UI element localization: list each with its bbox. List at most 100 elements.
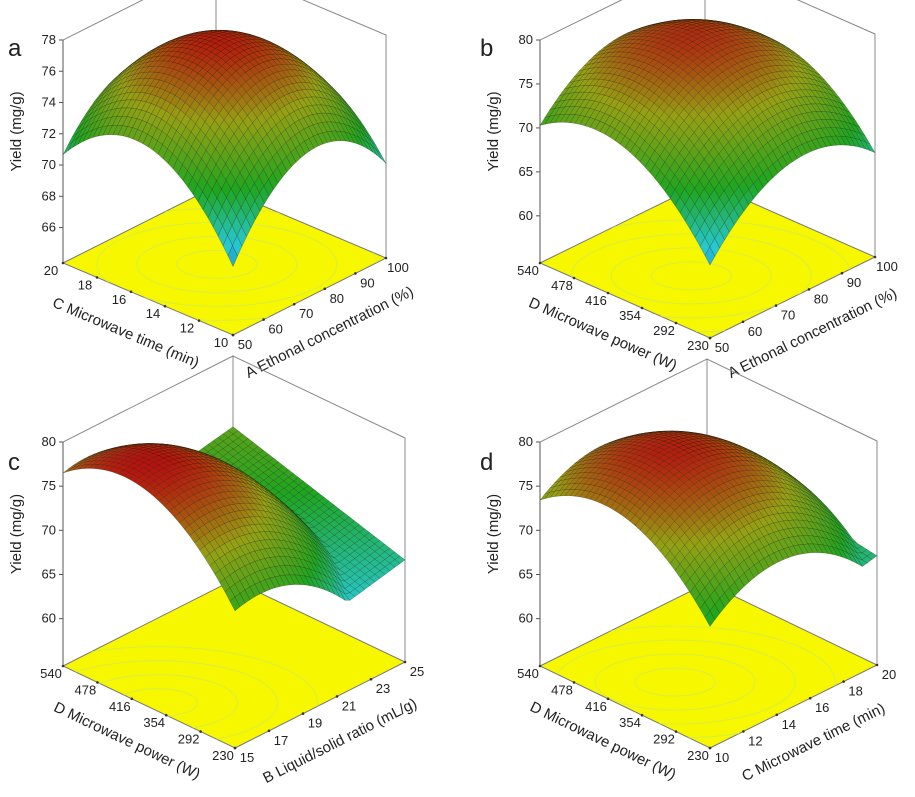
floor-contour xyxy=(63,646,318,748)
left-tick-mark xyxy=(96,681,99,684)
panel-c: 60 65 70 75 80 Yield (mg/g) 540 478 416 354 292 230… xyxy=(8,355,424,787)
panel-label: c xyxy=(8,449,20,476)
right-tick-mark xyxy=(231,333,235,337)
right-tick-mark xyxy=(774,304,778,307)
left-tick-mark xyxy=(538,664,542,668)
right-tick-label: 90 xyxy=(360,275,374,290)
right-tick-mark xyxy=(807,288,811,291)
right-tick-label: 12 xyxy=(748,733,762,748)
left-tick-mark xyxy=(61,664,65,668)
right-tick-mark xyxy=(808,696,812,700)
left-tick-mark xyxy=(130,697,134,701)
right-tick-mark xyxy=(354,272,357,275)
right-tick-label: 20 xyxy=(882,667,896,682)
right-tick-label: 70 xyxy=(299,306,313,321)
z-tick-label: 76 xyxy=(42,63,56,78)
z-tick-label: 72 xyxy=(42,126,56,141)
z-tick-label: 66 xyxy=(42,220,56,235)
z-tick-label: 80 xyxy=(42,434,56,449)
left-tick-mark xyxy=(129,290,133,294)
right-tick-mark xyxy=(708,336,712,340)
left-tick-label: 292 xyxy=(653,732,675,747)
surface-mesh xyxy=(539,430,878,627)
left-tick-label: 540 xyxy=(517,666,539,681)
left-tick-label: 292 xyxy=(178,732,200,747)
floor-contour xyxy=(176,249,258,279)
right-tick-mark xyxy=(301,712,305,715)
right-tick-mark xyxy=(384,256,388,260)
z-tick-label: 75 xyxy=(519,478,533,493)
left-tick-label: 478 xyxy=(551,278,573,293)
z-tick-label: 68 xyxy=(42,188,56,203)
left-tick-label: 416 xyxy=(585,293,607,308)
right-tick-mark xyxy=(403,660,407,664)
right-tick-mark xyxy=(323,287,327,291)
right-tick-mark xyxy=(708,746,712,750)
left-tick-label: 478 xyxy=(551,682,573,697)
floor-contour xyxy=(610,247,772,305)
z-axis-label: Yield (mg/g) xyxy=(485,91,502,171)
left-tick-label: 354 xyxy=(619,308,641,323)
right-tick-mark xyxy=(775,713,779,717)
z-tick-label: 80 xyxy=(519,434,533,449)
left-tick-mark xyxy=(606,291,610,295)
right-tick-label: 16 xyxy=(815,700,829,715)
left-tick-mark xyxy=(640,306,644,310)
z-tick-label: 60 xyxy=(519,208,533,223)
floor-contour xyxy=(634,667,716,697)
right-tick-label: 50 xyxy=(238,337,252,352)
z-tick-label: 78 xyxy=(42,32,56,47)
right-tick-label: 23 xyxy=(376,681,390,696)
right-tick-label: 18 xyxy=(848,684,862,699)
z-tick-label: 75 xyxy=(519,76,533,91)
z-tick-label: 75 xyxy=(42,478,56,493)
right-tick-mark xyxy=(369,677,373,681)
left-tick-label: 12 xyxy=(180,321,194,336)
right-tick-label: 80 xyxy=(814,291,828,306)
right-tick-label: 25 xyxy=(410,664,424,679)
right-tick-mark xyxy=(335,695,339,698)
right-tick-label: 60 xyxy=(748,324,762,339)
left-tick-label: 354 xyxy=(619,715,641,730)
right-tick-mark xyxy=(741,320,745,324)
right-tick-label: 19 xyxy=(308,716,322,731)
panel-d: 60 65 70 75 80 Yield (mg/g) 540 478 416 354 292 230… xyxy=(480,358,896,785)
z-axis-label: Yield (mg/g) xyxy=(8,91,25,171)
right-tick-mark xyxy=(233,746,237,750)
z-tick-label: 70 xyxy=(519,120,533,135)
right-tick-label: 100 xyxy=(876,259,898,274)
floor-contour xyxy=(650,261,732,291)
right-tick-label: 14 xyxy=(782,717,796,732)
left-tick-label: 230 xyxy=(212,748,234,763)
right-tick-label: 60 xyxy=(268,322,282,337)
right-tick-label: 100 xyxy=(387,260,409,275)
right-tick-mark xyxy=(840,271,844,275)
left-tick-mark xyxy=(674,730,678,733)
left-tick-mark xyxy=(640,713,644,717)
floor-contour xyxy=(594,653,756,711)
right-tick-mark xyxy=(262,318,265,321)
right-tick-mark xyxy=(267,729,271,733)
left-tick-label: 354 xyxy=(143,715,165,730)
left-tick-label: 10 xyxy=(214,335,228,350)
left-tick-label: 540 xyxy=(517,263,539,278)
right-tick-mark xyxy=(875,663,879,667)
z-tick-label: 74 xyxy=(42,95,56,110)
right-tick-mark xyxy=(292,302,296,306)
right-tick-label: 17 xyxy=(274,733,288,748)
left-tick-mark xyxy=(572,681,576,684)
z-tick-label: 65 xyxy=(42,567,56,582)
left-tick-mark xyxy=(164,713,168,717)
z-tick-label: 70 xyxy=(519,522,533,537)
left-tick-label: 416 xyxy=(585,699,607,714)
surface-mesh xyxy=(62,426,406,612)
left-tick-label: 14 xyxy=(146,306,160,321)
left-tick-label: 18 xyxy=(78,277,92,292)
z-tick-label: 70 xyxy=(42,522,56,537)
left-tick-label: 292 xyxy=(653,323,675,338)
right-tick-label: 15 xyxy=(240,750,254,765)
right-tick-label: 70 xyxy=(781,308,795,323)
z-tick-label: 80 xyxy=(519,32,533,47)
